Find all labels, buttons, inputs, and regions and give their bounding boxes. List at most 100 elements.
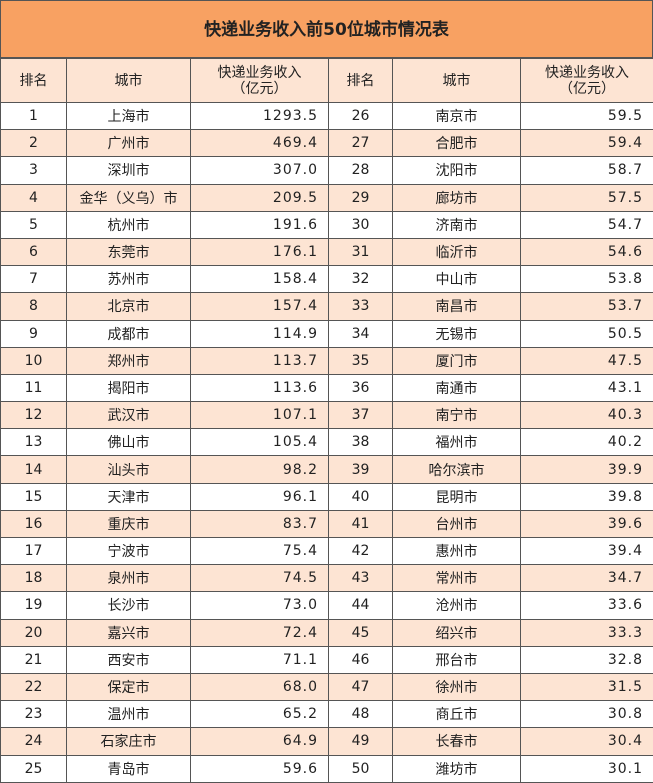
rank-cell: 40: [328, 482, 393, 511]
income-cell: 72.4: [190, 618, 329, 647]
income-cell: 469.4: [190, 129, 329, 158]
city-cell: 佛山市: [66, 428, 191, 457]
city-cell: 南通市: [392, 373, 521, 403]
income-cell: 39.6: [520, 509, 653, 539]
table-row: 19 长沙市 73.0 44 沧州市 33.6: [0, 591, 653, 620]
rank-cell: 18: [0, 564, 67, 593]
income-cell: 39.8: [520, 482, 653, 511]
city-cell: 郑州市: [66, 346, 191, 375]
city-cell: 重庆市: [66, 509, 191, 539]
income-cell: 68.0: [190, 672, 329, 702]
header-cell: 排名: [0, 58, 67, 103]
city-cell: 沈阳市: [392, 156, 521, 185]
rank-cell: 29: [328, 183, 393, 212]
city-cell: 上海市: [66, 101, 191, 131]
table-row: 2 广州市 469.4 27 合肥市 59.4: [0, 129, 653, 158]
income-cell: 30.4: [520, 727, 653, 756]
rank-cell: 44: [328, 591, 393, 620]
rank-cell: 5: [0, 210, 67, 239]
city-cell: 成都市: [66, 319, 191, 348]
income-cell: 59.6: [190, 754, 329, 783]
city-cell: 临沂市: [392, 237, 521, 267]
city-cell: 昆明市: [392, 482, 521, 511]
city-cell: 无锡市: [392, 319, 521, 348]
city-cell: 沧州市: [392, 591, 521, 620]
rank-cell: 26: [328, 101, 393, 131]
income-cell: 73.0: [190, 591, 329, 620]
table-row: 20 嘉兴市 72.4 45 绍兴市 33.3: [0, 618, 653, 647]
table-title: 快递业务收入前50位城市情况表: [0, 0, 653, 58]
income-cell: 65.2: [190, 700, 329, 729]
rank-cell: 28: [328, 156, 393, 185]
income-cell: 74.5: [190, 564, 329, 593]
income-cell: 54.6: [520, 237, 653, 267]
city-cell: 长春市: [392, 727, 521, 756]
income-cell: 53.7: [520, 292, 653, 321]
city-cell: 北京市: [66, 292, 191, 321]
income-cell: 47.5: [520, 346, 653, 375]
table-row: 11 揭阳市 113.6 36 南通市 43.1: [0, 373, 653, 403]
income-cell: 71.1: [190, 645, 329, 674]
rank-cell: 32: [328, 265, 393, 294]
rank-cell: 22: [0, 672, 67, 702]
city-cell: 商丘市: [392, 700, 521, 729]
table-row: 1 上海市 1293.5 26 南京市 59.5: [0, 101, 653, 131]
city-cell: 徐州市: [392, 672, 521, 702]
city-cell: 天津市: [66, 482, 191, 511]
rank-cell: 4: [0, 183, 67, 212]
table-row: 6 东莞市 176.1 31 临沂市 54.6: [0, 237, 653, 267]
header-cell: 城市: [66, 58, 191, 103]
city-cell: 东莞市: [66, 237, 191, 267]
city-cell: 绍兴市: [392, 618, 521, 647]
rank-cell: 39: [328, 455, 393, 484]
city-cell: 中山市: [392, 265, 521, 294]
rank-cell: 41: [328, 509, 393, 539]
rank-cell: 8: [0, 292, 67, 321]
income-cell: 40.3: [520, 401, 653, 430]
header-cell: 快递业务收入 （亿元）: [520, 58, 653, 103]
table: 排名 城市 快递业务收入 （亿元） 排名 城市 快递业务收入 （亿元） 1 上海市 1293.…: [0, 58, 653, 783]
city-cell: 厦门市: [392, 346, 521, 375]
city-cell: 泉州市: [66, 564, 191, 593]
rank-cell: 1: [0, 101, 67, 131]
income-cell: 33.3: [520, 618, 653, 647]
rank-cell: 25: [0, 754, 67, 783]
table-row: 3 深圳市 307.0 28 沈阳市 58.7: [0, 156, 653, 185]
income-cell: 191.6: [190, 210, 329, 239]
rank-cell: 34: [328, 319, 393, 348]
city-cell: 汕头市: [66, 455, 191, 484]
income-cell: 114.9: [190, 319, 329, 348]
rank-cell: 31: [328, 237, 393, 267]
rank-cell: 15: [0, 482, 67, 511]
city-cell: 宁波市: [66, 536, 191, 566]
income-cell: 157.4: [190, 292, 329, 321]
city-cell: 潍坊市: [392, 754, 521, 783]
city-cell: 嘉兴市: [66, 618, 191, 647]
rank-cell: 16: [0, 509, 67, 539]
income-cell: 1293.5: [190, 101, 329, 131]
table-body: 1 上海市 1293.5 26 南京市 59.5 2 广州市 469.4 27 合肥市 59.4 3 深圳…: [0, 101, 653, 783]
table-row: 12 武汉市 107.1 37 南宁市 40.3: [0, 401, 653, 430]
income-cell: 31.5: [520, 672, 653, 702]
table-row: 4 金华（义乌）市 209.5 29 廊坊市 57.5: [0, 183, 653, 212]
rank-cell: 43: [328, 564, 393, 593]
city-cell: 温州市: [66, 700, 191, 729]
rank-cell: 20: [0, 618, 67, 647]
rank-cell: 23: [0, 700, 67, 729]
rank-cell: 37: [328, 401, 393, 430]
income-cell: 307.0: [190, 156, 329, 185]
table-row: 7 苏州市 158.4 32 中山市 53.8: [0, 265, 653, 294]
city-cell: 苏州市: [66, 265, 191, 294]
city-cell: 金华（义乌）市: [66, 183, 191, 212]
rank-cell: 42: [328, 536, 393, 566]
income-cell: 176.1: [190, 237, 329, 267]
rank-cell: 9: [0, 319, 67, 348]
city-cell: 邢台市: [392, 645, 521, 674]
rank-cell: 10: [0, 346, 67, 375]
income-cell: 158.4: [190, 265, 329, 294]
city-cell: 保定市: [66, 672, 191, 702]
rank-cell: 12: [0, 401, 67, 430]
rank-cell: 21: [0, 645, 67, 674]
city-cell: 合肥市: [392, 129, 521, 158]
city-cell: 长沙市: [66, 591, 191, 620]
